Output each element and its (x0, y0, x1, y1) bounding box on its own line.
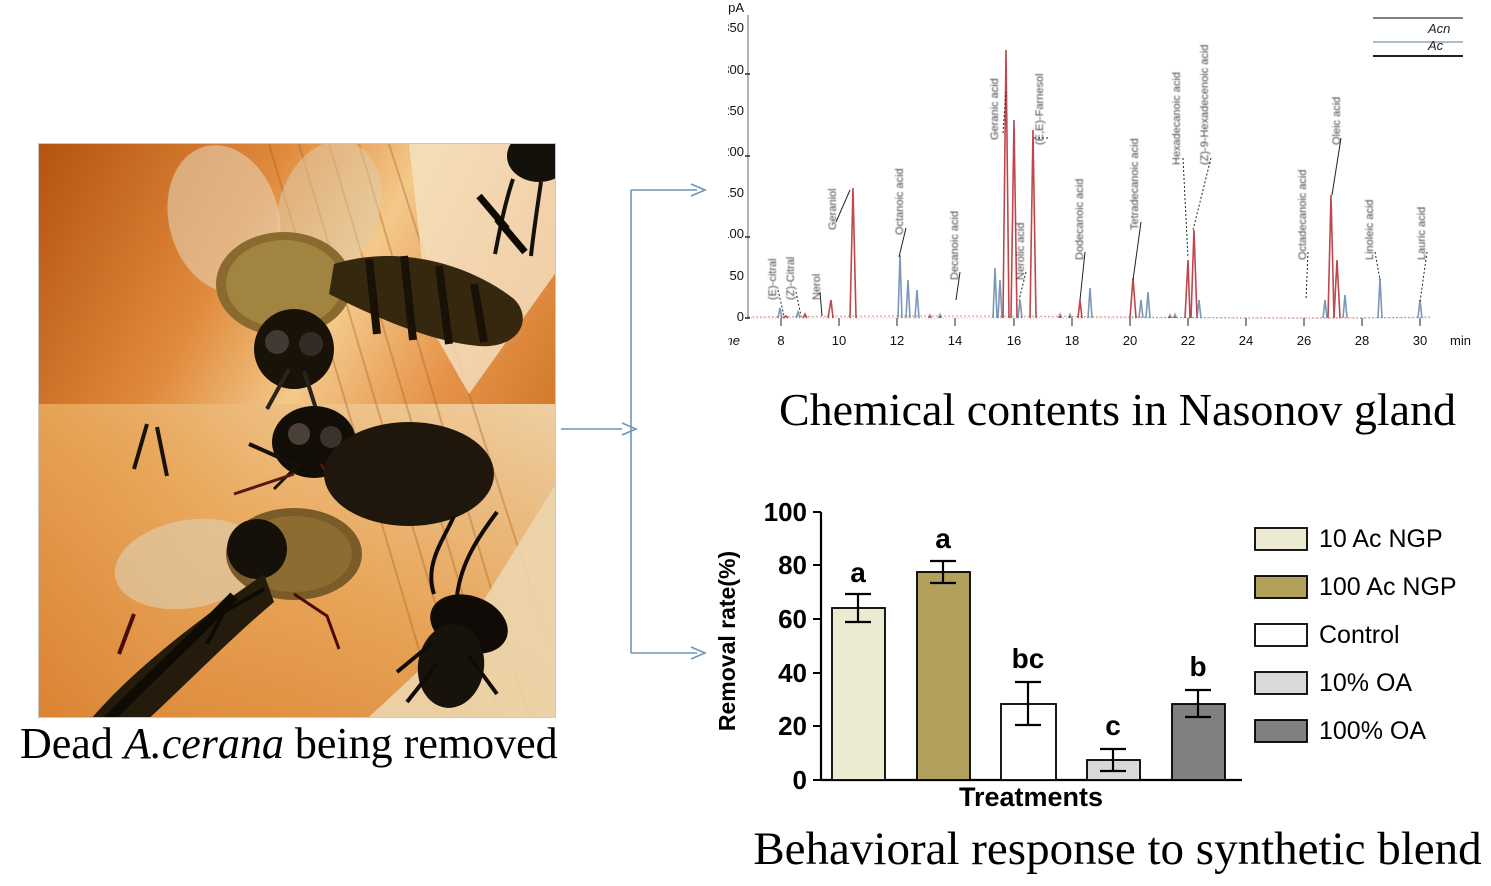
svg-text:10% OA: 10% OA (1319, 669, 1412, 697)
svg-text:100: 100 (764, 497, 807, 527)
svg-text:100 Ac NGP: 100 Ac NGP (1319, 573, 1457, 601)
svg-text:60: 60 (778, 604, 807, 634)
svg-text:b: b (1189, 651, 1206, 682)
svg-text:a: a (850, 557, 866, 588)
svg-text:bc: bc (1012, 643, 1045, 674)
svg-text:80: 80 (778, 550, 807, 580)
svg-text:c: c (1105, 710, 1121, 741)
svg-text:Removal rate(%): Removal rate(%) (714, 551, 740, 731)
svg-text:20: 20 (778, 711, 807, 741)
svg-text:Treatments: Treatments (959, 782, 1103, 812)
svg-text:100% OA: 100% OA (1319, 717, 1426, 745)
svg-text:Control: Control (1319, 621, 1400, 649)
svg-text:0: 0 (793, 765, 807, 795)
svg-text:a: a (935, 523, 951, 554)
svg-text:10 Ac NGP: 10 Ac NGP (1319, 525, 1443, 553)
svg-text:40: 40 (778, 658, 807, 688)
